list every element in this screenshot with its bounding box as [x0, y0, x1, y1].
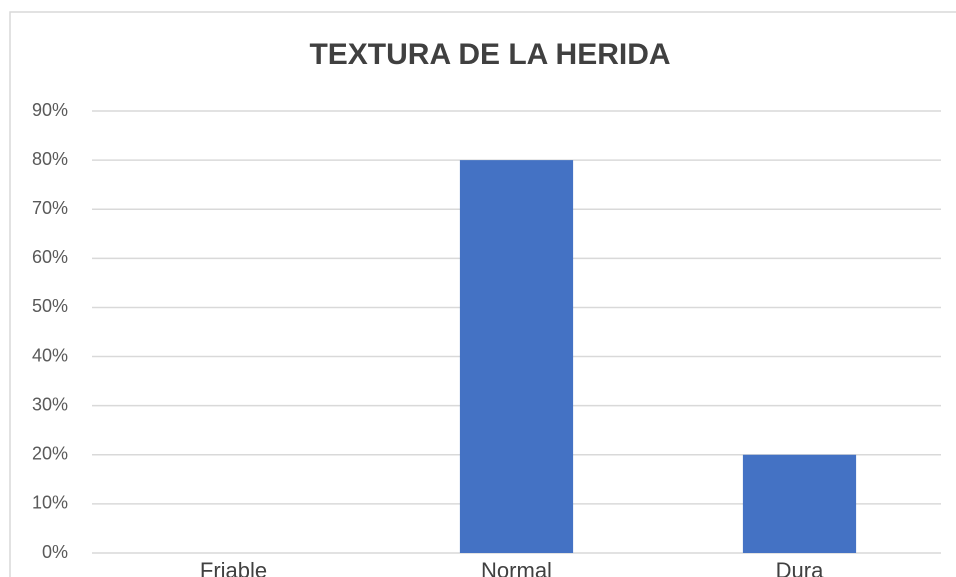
y-tick-label: 40%	[32, 345, 68, 365]
y-tick-label: 90%	[32, 100, 68, 120]
x-tick-label: Friable	[200, 558, 267, 577]
y-tick-label: 60%	[32, 247, 68, 267]
x-tick-label: Dura	[776, 558, 824, 577]
bar	[742, 454, 857, 553]
y-tick-label: 0%	[42, 542, 68, 562]
chart-title: TEXTURA DE LA HERIDA	[309, 38, 670, 71]
y-tick-label: 10%	[32, 493, 68, 513]
x-tick-label: Normal	[481, 558, 552, 577]
chart-border	[9, 11, 956, 577]
bar	[459, 160, 574, 553]
y-tick-label: 50%	[32, 296, 68, 316]
y-tick-label: 30%	[32, 394, 68, 414]
y-tick-label: 80%	[32, 149, 68, 169]
y-tick-label: 20%	[32, 444, 68, 464]
y-tick-label: 70%	[32, 198, 68, 218]
